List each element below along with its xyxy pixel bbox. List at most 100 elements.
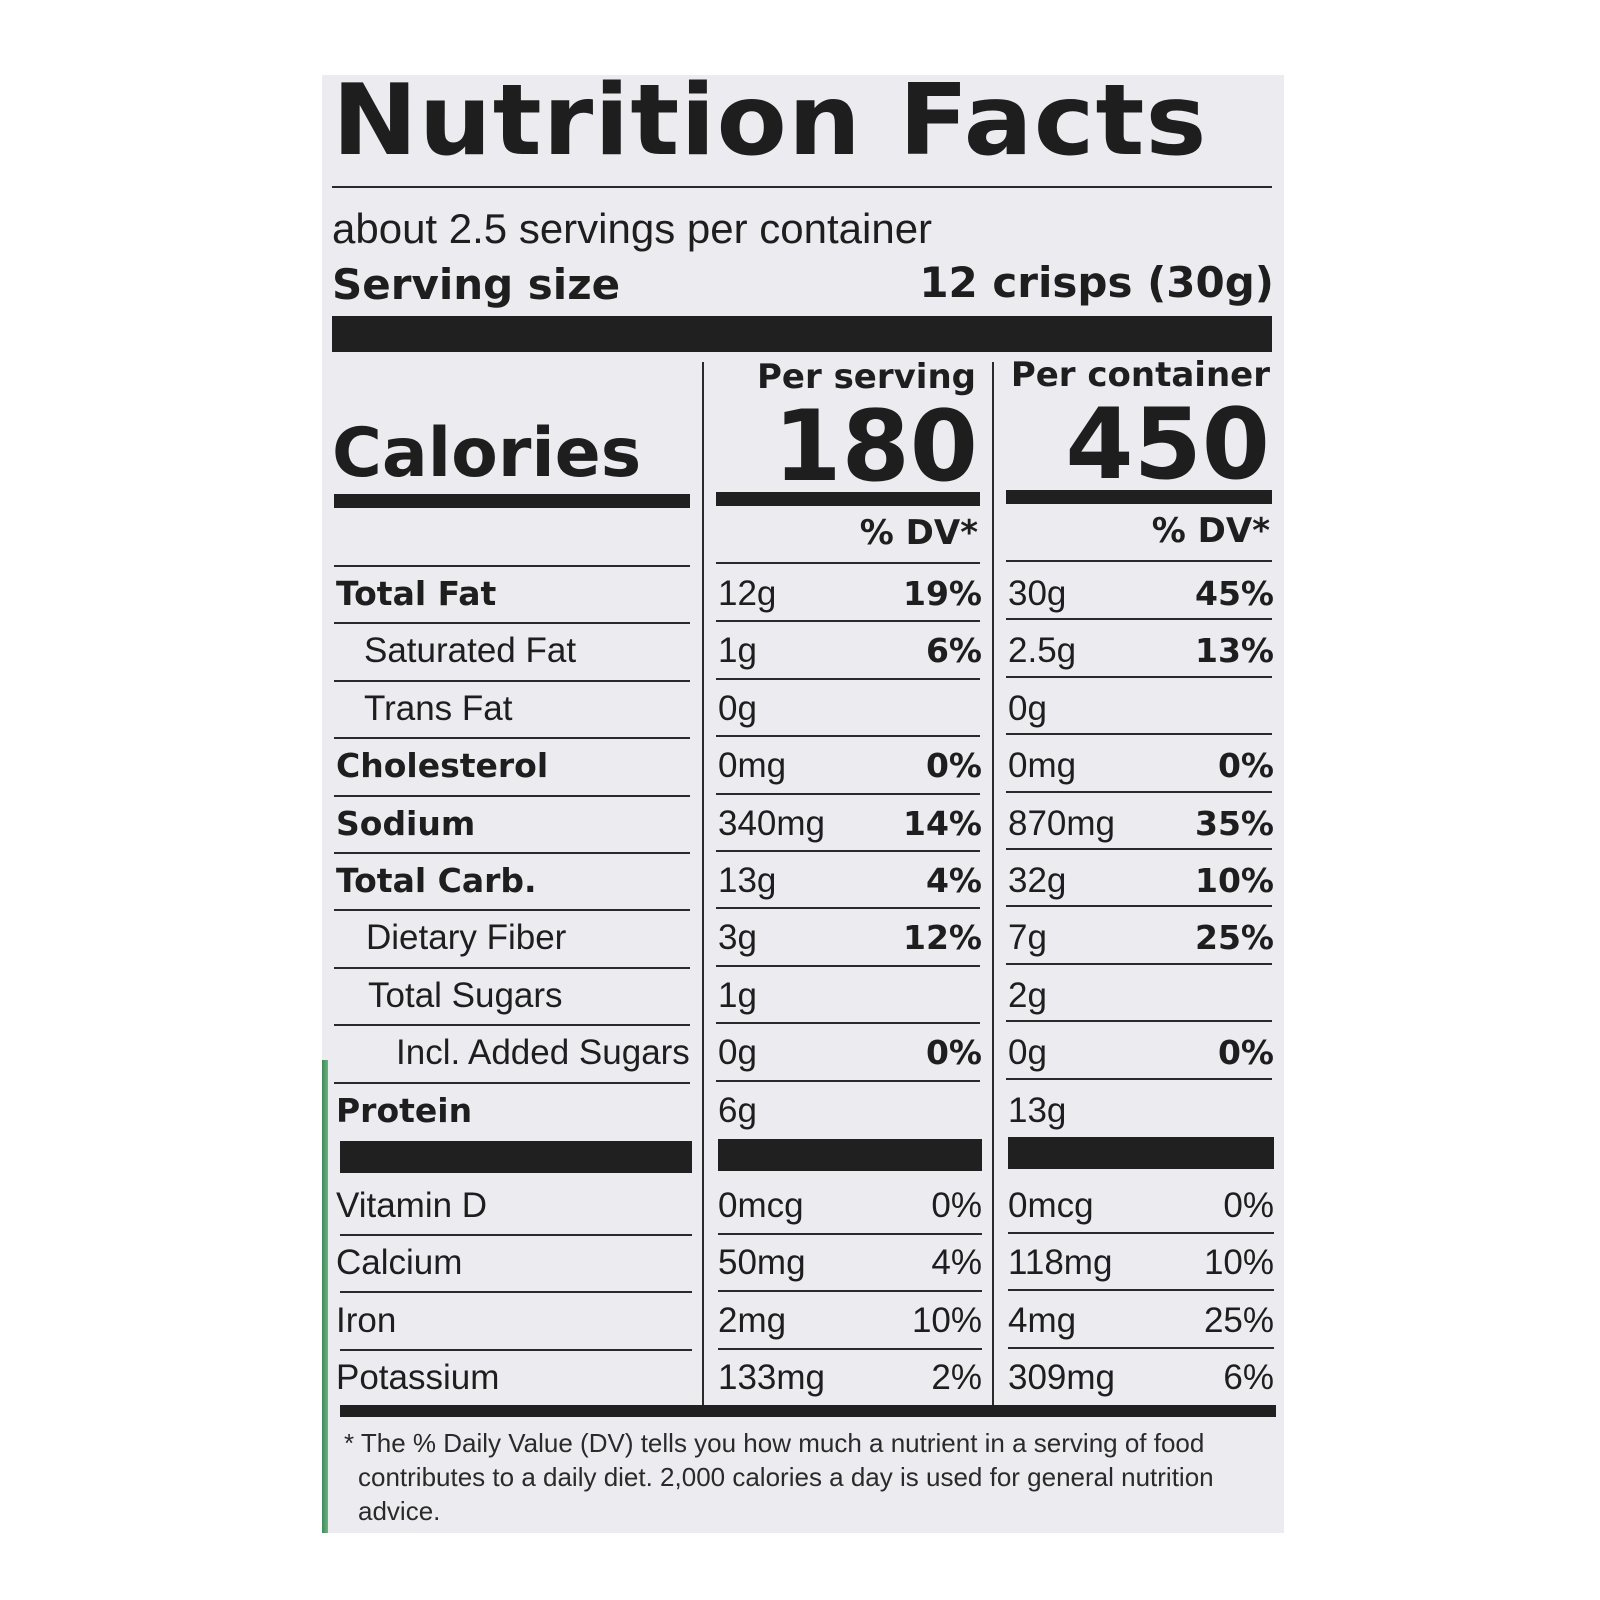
row-divider — [718, 1290, 982, 1292]
nutrient-name: Total Carb. — [336, 861, 537, 900]
container-dv: 10% — [1203, 1243, 1274, 1283]
serving-amount: 3g — [718, 918, 757, 958]
serving-amount: 0mg — [718, 746, 787, 786]
serving-dv: 0% — [931, 1186, 982, 1225]
row-divider — [1006, 848, 1272, 850]
dv-header-container: % DV* — [1151, 511, 1270, 551]
row-divider — [1006, 618, 1272, 620]
row-divider — [334, 737, 690, 739]
row-divider — [716, 562, 980, 564]
row-divider — [716, 1080, 980, 1082]
nutrient-name: Total Sugars — [368, 975, 563, 1015]
column-separator-1 — [702, 362, 704, 1407]
calories-label: Calories — [332, 414, 642, 493]
row-divider — [334, 680, 690, 682]
container-amount: 870mg — [1008, 803, 1116, 843]
row-divider — [334, 909, 690, 911]
title-divider — [332, 186, 1272, 188]
nutrient-name: Protein — [336, 1090, 473, 1130]
column-separator-2 — [992, 362, 994, 1407]
container-amount: 2.5g — [1008, 631, 1077, 671]
row-divider — [334, 967, 690, 969]
row-divider — [1008, 1289, 1274, 1291]
container-amount: 118mg — [1008, 1243, 1113, 1283]
container-dv: 25% — [1195, 918, 1274, 958]
footnote-line: contributes to a daily diet. 2,000 calor… — [358, 1462, 1214, 1492]
container-dv: 35% — [1195, 803, 1274, 843]
serving-amount: 0g — [718, 1033, 757, 1073]
row-divider — [716, 678, 980, 680]
dv-header-serving: % DV* — [859, 513, 978, 553]
row-divider — [716, 1022, 980, 1024]
container-amount: 0g — [1008, 688, 1047, 728]
container-dv: 45% — [1195, 574, 1274, 613]
thick-divider-top — [332, 316, 1272, 352]
row-divider — [716, 735, 980, 737]
per-container-header: Per container — [1010, 355, 1270, 395]
nutrient-name: Vitamin D — [336, 1186, 488, 1225]
serving-dv: 12% — [903, 918, 982, 958]
serving-amount: 0mcg — [718, 1186, 804, 1225]
row-divider — [1008, 1232, 1274, 1234]
row-divider — [334, 622, 690, 624]
container-dv: 13% — [1195, 631, 1274, 671]
row-divider — [340, 1234, 692, 1236]
serving-dv: 4% — [925, 861, 982, 900]
nutrient-name: Total Fat — [336, 574, 497, 613]
serving-dv: 14% — [903, 803, 982, 843]
row-divider — [334, 852, 690, 854]
serving-dv: 19% — [903, 574, 982, 613]
nutrient-name: Potassium — [336, 1358, 500, 1398]
nutrient-name: Incl. Added Sugars — [396, 1033, 690, 1073]
per-serving-header: Per serving — [756, 357, 976, 397]
serving-amount: 133mg — [718, 1358, 826, 1398]
serving-size-label: Serving size — [332, 260, 621, 309]
container-dv: 0% — [1217, 1033, 1274, 1073]
row-divider — [334, 795, 690, 797]
row-divider — [716, 850, 980, 852]
row-divider — [716, 965, 980, 967]
serving-amount: 2mg — [718, 1300, 787, 1340]
container-dv: 0% — [1223, 1186, 1274, 1225]
serving-dv: 4% — [931, 1243, 982, 1283]
row-divider — [340, 1291, 692, 1293]
row-divider — [716, 793, 980, 795]
row-divider — [1006, 560, 1272, 562]
container-amount: 13g — [1008, 1090, 1067, 1130]
servings-per-container: about 2.5 servings per container — [332, 205, 933, 252]
container-amount: 0mcg — [1008, 1186, 1094, 1225]
footnote: * The % Daily Value (DV) tells you how m… — [344, 1426, 1214, 1528]
nutrient-name: Trans Fat — [364, 688, 513, 728]
row-divider — [1006, 791, 1272, 793]
calories-per-container: 450 — [1065, 388, 1270, 502]
calories-bar-1 — [334, 494, 690, 508]
row-divider — [718, 1233, 982, 1235]
calories-bar-2 — [716, 492, 980, 506]
container-dv: 10% — [1195, 861, 1274, 900]
row-divider — [1006, 1078, 1272, 1080]
footnote-line: * The % Daily Value (DV) tells you how m… — [344, 1428, 1205, 1458]
nutrient-name: Cholesterol — [336, 746, 549, 786]
container-amount: 32g — [1008, 861, 1067, 900]
serving-dv: 0% — [925, 746, 982, 786]
serving-amount: 0g — [718, 688, 757, 728]
footnote-line: advice. — [358, 1496, 441, 1526]
serving-amount: 340mg — [718, 803, 826, 843]
row-divider — [1006, 905, 1272, 907]
row-divider — [340, 1349, 692, 1351]
thick-divider-bottom — [340, 1405, 1276, 1417]
thick-divider-vitamins — [340, 1141, 692, 1173]
serving-size-value: 12 crisps (30g) — [919, 258, 1274, 307]
panel-title: Nutrition Facts — [332, 64, 1208, 178]
thick-divider-vitamins — [1008, 1137, 1274, 1169]
nutrient-name: Calcium — [336, 1243, 463, 1283]
nutrient-name: Sodium — [336, 803, 476, 843]
row-divider — [1006, 676, 1272, 678]
serving-dv: 10% — [911, 1300, 982, 1340]
container-amount: 0mg — [1008, 746, 1077, 786]
container-amount: 2g — [1008, 975, 1047, 1015]
thick-divider-vitamins — [718, 1139, 982, 1171]
row-divider — [334, 1024, 690, 1026]
serving-amount: 1g — [718, 975, 757, 1015]
container-amount: 7g — [1008, 918, 1047, 958]
